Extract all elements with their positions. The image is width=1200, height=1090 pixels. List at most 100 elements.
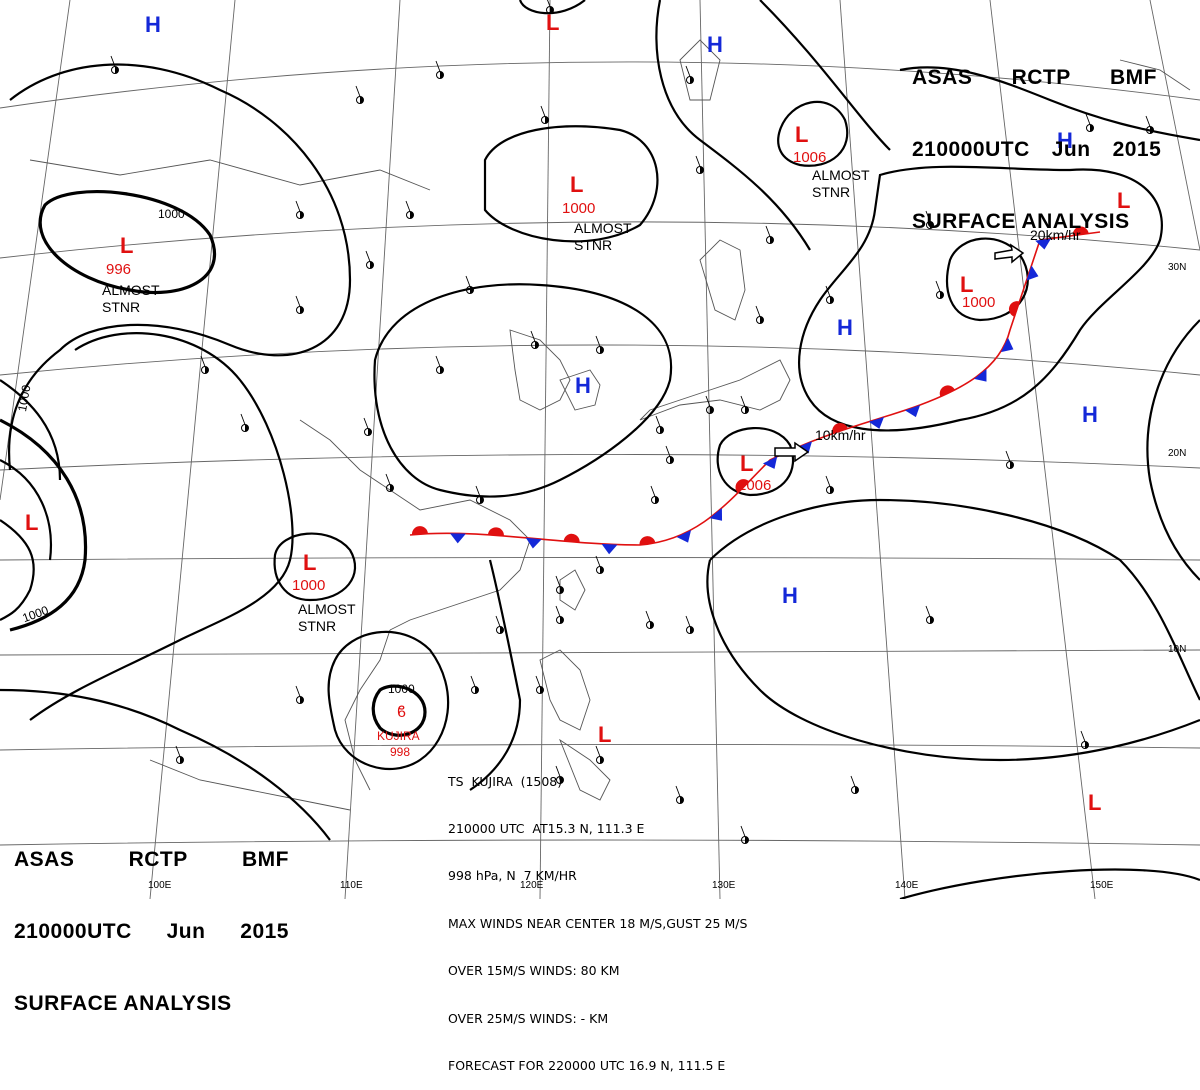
station-cloud-cover (545, 116, 549, 124)
high-center: H (1057, 128, 1073, 153)
station-cloud-cover (368, 428, 372, 436)
typhoon-info-max-winds: MAX WINDS NEAR CENTER 18 M/S,GUST 25 M/S (448, 915, 748, 931)
station-wind-barb (405, 200, 411, 212)
station-cloud-cover (540, 686, 544, 694)
typhoon-info-radius-15: OVER 15M/S WINDS: 80 KM (448, 963, 620, 979)
lat-label: 30N (1168, 262, 1186, 273)
cold-front-symbol (709, 507, 723, 521)
isobar-label: 1000 (388, 682, 415, 696)
typhoon-info-pressure: 998 hPa, N 7 KM/HR (448, 868, 577, 884)
lat-label: 20N (1168, 448, 1186, 459)
isobar-labels: 1000 1000 1000 1000 (15, 207, 415, 696)
station-cloud-cover (660, 426, 664, 434)
low-pressure-value: 1000 (562, 200, 595, 217)
low-center-1006-north: L (795, 122, 808, 147)
cold-front-symbol (525, 537, 542, 549)
front-symbols (411, 226, 1089, 555)
station-wind-barb (295, 200, 301, 212)
low-center: L (25, 510, 38, 535)
motion-label: ALMOST STNR (574, 220, 632, 253)
station-cloud-cover (650, 621, 654, 629)
header-time: 210000UTC (14, 920, 132, 943)
typhoon-kujira: ϐ KUJIRA 998 (377, 704, 420, 759)
high-center: H (145, 12, 161, 37)
station-cloud-cover (760, 316, 764, 324)
warm-front-symbol (487, 527, 504, 536)
lon-label: 120E (520, 880, 544, 891)
station-cloud-cover (440, 71, 444, 79)
front-motion-label: 10km/hr (815, 427, 866, 443)
station-cloud-cover (300, 211, 304, 219)
chart-header-bottom-left: ASAS RCTP BMF 210000UTC Jun 2015 SURFACE… (14, 800, 289, 1040)
station-cloud-cover (550, 6, 554, 14)
header-month: Jun (166, 920, 206, 943)
low-center-1006-south: L (740, 451, 753, 476)
station-wind-barb (470, 675, 476, 687)
surface-analysis-map: 10km/hr 20km/hr 1000 1000 1000 1000 L 99… (0, 0, 1200, 899)
station-cloud-cover (600, 756, 604, 764)
lon-label: 150E (1090, 880, 1114, 891)
header-station: RCTP (128, 848, 188, 871)
typhoon-info-forecast: FORECAST FOR 220000 UTC 16.9 N, 111.5 E (448, 1057, 726, 1073)
station-wind-barb (110, 55, 116, 67)
low-center: L (598, 722, 611, 747)
station-wind-barb (825, 285, 831, 297)
station-wind-barb (655, 415, 661, 427)
station-wind-barb (175, 745, 181, 757)
station-wind-barb (555, 765, 561, 777)
low-pressure-value: 996 (106, 261, 131, 278)
station-wind-barb (925, 605, 931, 617)
high-center: H (707, 32, 723, 57)
cold-front-symbol (973, 368, 987, 382)
header-title: SURFACE ANALYSIS (912, 210, 1130, 233)
station-cloud-cover (770, 236, 774, 244)
station-cloud-cover (930, 616, 934, 624)
station-wind-barb (475, 485, 481, 497)
low-center-1000-north: L (570, 172, 583, 197)
header-station: RCTP (1011, 66, 1071, 89)
warm-front-symbol (411, 526, 428, 535)
low-pressure-value: 1000 (292, 577, 325, 594)
low-center-1000-east: L (960, 272, 973, 297)
station-wind-barb (295, 685, 301, 697)
header-agency: ASAS (912, 66, 973, 89)
coastlines (29, 39, 1191, 811)
typhoon-name: KUJIRA (377, 729, 420, 743)
header-title: SURFACE ANALYSIS (14, 992, 232, 1015)
station-wind-barb (645, 610, 651, 622)
station-wind-barb (1085, 113, 1091, 125)
typhoon-pressure: 998 (390, 745, 410, 759)
station-wind-barb (555, 605, 561, 617)
high-center: H (575, 373, 591, 398)
station-cloud-cover (300, 306, 304, 314)
station-wind-barb (740, 395, 746, 407)
station-wind-barb (1005, 450, 1011, 462)
motion-label: ALMOST STNR (102, 282, 160, 315)
low-center: L (546, 10, 559, 35)
station-wind-barb (200, 355, 206, 367)
station-cloud-cover (700, 166, 704, 174)
station-cloud-cover (655, 496, 659, 504)
high-center: H (1082, 402, 1098, 427)
station-wind-barb (755, 305, 761, 317)
isobar-label: 1000 (158, 207, 185, 221)
station-wind-barb (465, 275, 471, 287)
station-cloud-cover (390, 484, 394, 492)
low-center-996: L (120, 233, 133, 258)
station-cloud-cover (500, 626, 504, 634)
station-cloud-cover (560, 616, 564, 624)
station-cloud-cover (1085, 741, 1089, 749)
station-cloud-cover (710, 406, 714, 414)
pressure-systems: L 996 ALMOST STNR L 1000 ALMOST STNR L 100… (25, 10, 1130, 815)
station-wind-barb (935, 280, 941, 292)
typhoon-info-radius-25: OVER 25M/S WINDS: - KM (448, 1010, 609, 1026)
station-wind-barb (495, 615, 501, 627)
station-wind-barb (595, 745, 601, 757)
station-cloud-cover (180, 756, 184, 764)
cold-front-symbol (762, 456, 778, 469)
warm-front-symbol (1009, 301, 1020, 317)
typhoon-info-name: TS KUJIRA (1508) (448, 773, 563, 789)
front-motion-arrows: 10km/hr 20km/hr (774, 227, 1081, 463)
typhoon-info-block: TS KUJIRA (1508) 210000 UTC AT15.3 N, 11… (448, 742, 747, 1090)
station-wind-barb (363, 417, 369, 429)
